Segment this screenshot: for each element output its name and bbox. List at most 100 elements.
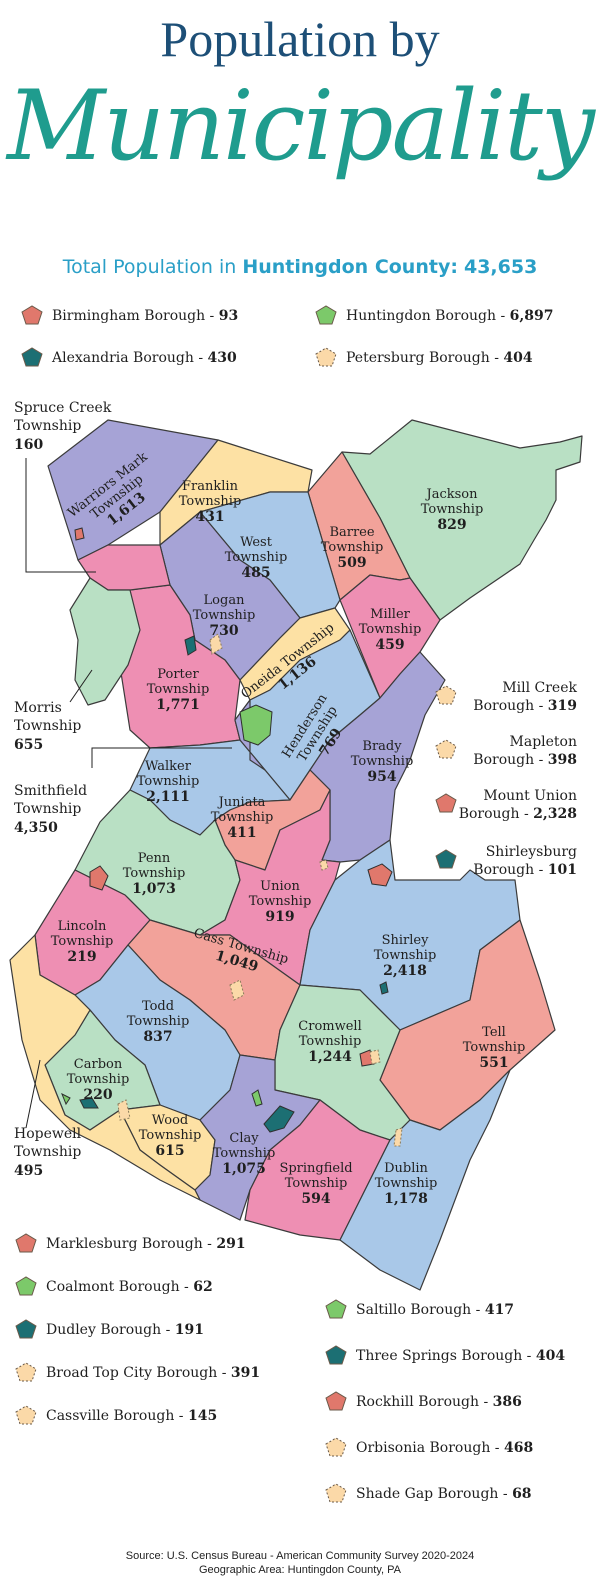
township-word: Township: [351, 754, 414, 769]
side-borough-icon: [435, 849, 457, 869]
township-word: Township: [375, 1176, 438, 1191]
top-borough-label: Huntingdon Borough - 6,897: [346, 308, 554, 324]
source-line: Source: U.S. Census Bureau - American Co…: [125, 1550, 475, 1562]
township-population: 1,075: [222, 1161, 266, 1177]
side-borough-value: 2,328: [533, 806, 577, 822]
top-borough-value: 430: [208, 350, 237, 366]
external-label-population: 160: [14, 437, 43, 453]
township-word: Township: [463, 1040, 526, 1055]
township-word: Township: [137, 774, 200, 789]
township-population: 1,073: [132, 881, 176, 897]
township-name: West: [240, 535, 273, 550]
bottom-left-borough-value: 145: [188, 1408, 217, 1424]
top-borough-name: Petersburg Borough -: [346, 350, 503, 366]
township-word: Township: [249, 894, 312, 909]
leader-line: [91, 747, 232, 768]
township-name: Miller: [370, 607, 410, 622]
dudley-borough-shape: [79, 1097, 99, 1109]
bottom-right-borough-name: Saltillo Borough -: [356, 1302, 485, 1318]
external-label-word: Township: [14, 801, 81, 817]
external-label-word: Township: [14, 418, 81, 434]
township-word: Township: [359, 622, 422, 637]
township-name: Tell: [482, 1025, 506, 1040]
leader-line: [25, 458, 96, 573]
external-label-name: Smithfield: [14, 783, 87, 799]
township-name: Clay: [229, 1131, 259, 1146]
bottom-right-borough-name: Rockhill Borough -: [356, 1394, 493, 1410]
township-name: Penn: [138, 851, 171, 866]
bottom-left-borough-value: 291: [216, 1236, 245, 1252]
total-value: 43,653: [463, 256, 538, 278]
bottom-left-borough-label: Broad Top City Borough - 391: [46, 1365, 260, 1381]
township-word: Township: [225, 550, 288, 565]
county-name: Huntingdon County:: [242, 256, 458, 278]
bottom-left-borough-icon: [15, 1405, 37, 1425]
bottom-left-borough-value: 191: [175, 1322, 204, 1338]
broad-top-borough-shape: [117, 1099, 131, 1121]
three-springs-borough-shape: [263, 1105, 295, 1133]
township-name: Walker: [145, 759, 192, 774]
bottom-right-borough-icon: [325, 1483, 347, 1503]
bottom-left-borough-label: Cassville Borough - 145: [46, 1408, 217, 1424]
township-word: Township: [321, 540, 384, 555]
external-township-label: Smithfield Township 4,350: [14, 783, 87, 836]
bottom-left-borough-icon: [15, 1319, 37, 1339]
township-springfield: [244, 1099, 391, 1241]
side-borough-name: Mapleton: [510, 734, 577, 750]
top-borough-icon: [315, 305, 337, 325]
bottom-right-borough-name: Three Springs Borough -: [356, 1348, 536, 1364]
top-borough-label: Alexandria Borough - 430: [51, 350, 237, 366]
township-name: Springfield: [279, 1161, 352, 1176]
side-borough-label: Borough - 398: [473, 752, 577, 768]
side-borough-name: Shirleysburg: [486, 844, 577, 860]
township-population: 411: [227, 825, 256, 841]
top-borough-value: 93: [219, 308, 238, 324]
cassville-borough-shape: [229, 979, 245, 1001]
external-label-word: Township: [14, 718, 81, 734]
title-line-2: Municipality: [6, 70, 595, 182]
top-borough-name: Huntingdon Borough -: [346, 308, 510, 324]
huntingdon-borough-shape: [239, 704, 273, 746]
bottom-left-borough-value: 62: [193, 1279, 212, 1295]
township-population: 837: [143, 1029, 172, 1045]
bottom-left-borough-icon: [15, 1362, 37, 1382]
township-population: 829: [437, 517, 466, 533]
township-word: Township: [147, 682, 210, 697]
leader-line: [25, 1059, 41, 1129]
township-morris: [69, 577, 141, 706]
township-population: 509: [337, 555, 366, 571]
township-name: Dublin: [384, 1161, 428, 1176]
mount-union-borough-shape: [367, 863, 393, 887]
bottom-left-borough-label: Dudley Borough - 191: [46, 1322, 204, 1338]
coalmont-borough-shape: [61, 1092, 71, 1106]
township-word: Township: [374, 948, 437, 963]
township-word: Township: [421, 502, 484, 517]
bottom-left-borough-icon: [15, 1276, 37, 1296]
external-label-name: Spruce Creek: [14, 400, 112, 416]
top-borough-label: Birmingham Borough - 93: [52, 308, 238, 324]
township-population: 220: [83, 1087, 112, 1103]
marklesburg-borough-shape: [89, 865, 109, 891]
bottom-left-borough-name: Marklesburg Borough -: [46, 1236, 216, 1252]
township-name: Union: [260, 879, 300, 894]
bottom-right-borough-icon: [325, 1437, 347, 1457]
township-name: Logan: [204, 593, 246, 608]
bottom-right-borough-value: 386: [493, 1394, 522, 1410]
external-label-name: Hopewell: [14, 1126, 82, 1142]
external-township-label: Morris Township 655: [14, 700, 81, 753]
side-borough-icon: [435, 685, 457, 705]
bottom-right-borough-icon: [325, 1391, 347, 1411]
township-name: Cromwell: [298, 1019, 361, 1034]
bottom-right-borough-label: Shade Gap Borough - 68: [356, 1486, 532, 1502]
